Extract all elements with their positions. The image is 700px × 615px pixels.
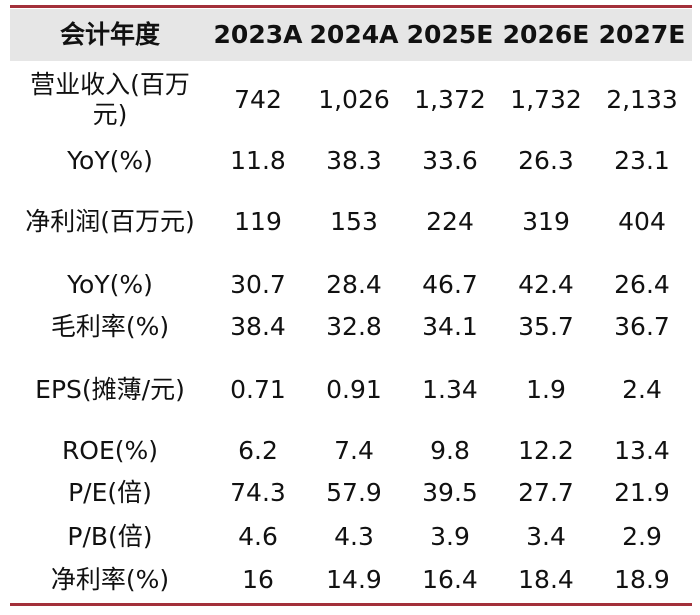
header-cell-2025e: 2025E <box>406 20 494 49</box>
row-value: 39.5 <box>422 478 478 507</box>
table-row-net-profit: 净利润(百万元) 119 153 224 319 404 <box>10 201 692 243</box>
row-value: 1,026 <box>318 85 390 114</box>
table-row-net-margin: 净利率(%) 16 14.9 16.4 18.4 18.9 <box>10 560 692 600</box>
row-label: EPS(摊薄/元) <box>35 375 185 404</box>
row-value: 12.2 <box>518 436 574 465</box>
row-value: 4.6 <box>238 522 278 551</box>
row-value: 1.34 <box>422 375 478 404</box>
table-row-roe: ROE(%) 6.2 7.4 9.8 12.2 13.4 <box>10 431 692 471</box>
row-value: 2.9 <box>622 522 662 551</box>
table-row-revenue: 营业收入(百万元) 742 1,026 1,372 1,732 2,133 <box>10 63 692 137</box>
row-value: 1.9 <box>526 375 566 404</box>
row-value: 153 <box>330 207 378 236</box>
row-value: 119 <box>234 207 282 236</box>
row-value: 2,133 <box>606 85 678 114</box>
row-label: 营业收入(百万元) <box>10 70 210 130</box>
row-value: 7.4 <box>334 436 374 465</box>
header-cell-2026e: 2026E <box>502 20 590 49</box>
row-value: 13.4 <box>614 436 670 465</box>
row-value: 42.4 <box>518 270 574 299</box>
row-value: 36.7 <box>614 312 670 341</box>
table-bottom-rule <box>10 603 692 606</box>
table-row-pe: P/E(倍) 74.3 57.9 39.5 27.7 21.9 <box>10 473 692 513</box>
row-value: 57.9 <box>326 478 382 507</box>
table-row-eps: EPS(摊薄/元) 0.71 0.91 1.34 1.9 2.4 <box>10 369 692 411</box>
row-label: P/B(倍) <box>67 522 153 551</box>
row-value: 3.9 <box>430 522 470 551</box>
row-value: 35.7 <box>518 312 574 341</box>
row-value: 404 <box>618 207 666 236</box>
row-value: 1,732 <box>510 85 582 114</box>
row-value: 32.8 <box>326 312 382 341</box>
row-value: 11.8 <box>230 146 286 175</box>
row-value: 33.6 <box>422 146 478 175</box>
row-label: ROE(%) <box>61 436 159 465</box>
row-value: 18.9 <box>614 565 670 594</box>
row-value: 18.4 <box>518 565 574 594</box>
row-value: 74.3 <box>230 478 286 507</box>
row-value: 6.2 <box>238 436 278 465</box>
row-label: 净利润(百万元) <box>25 207 195 236</box>
row-value: 4.3 <box>334 522 374 551</box>
row-value: 28.4 <box>326 270 382 299</box>
header-cell-2024a: 2024A <box>309 20 399 49</box>
row-value: 26.3 <box>518 146 574 175</box>
header-cell-fiscal-year: 会计年度 <box>59 20 160 49</box>
row-value: 0.71 <box>230 375 286 404</box>
row-value: 742 <box>234 85 282 114</box>
row-value: 2.4 <box>622 375 662 404</box>
row-value: 0.91 <box>326 375 382 404</box>
table-row-revenue-yoy: YoY(%) 11.8 38.3 33.6 26.3 23.1 <box>10 141 692 181</box>
row-value: 14.9 <box>326 565 382 594</box>
financial-forecast-table: 会计年度 2023A 2024A 2025E 2026E 2027E 营业收入(… <box>10 5 692 609</box>
row-label: 净利率(%) <box>50 565 170 594</box>
table-row-pb: P/B(倍) 4.6 4.3 3.9 3.4 2.9 <box>10 517 692 557</box>
table-row-gross-margin: 毛利率(%) 38.4 32.8 34.1 35.7 36.7 <box>10 307 692 347</box>
table-row-net-profit-yoy: YoY(%) 30.7 28.4 46.7 42.4 26.4 <box>10 265 692 305</box>
row-label: P/E(倍) <box>68 478 152 507</box>
row-label: YoY(%) <box>67 270 153 299</box>
row-value: 224 <box>426 207 474 236</box>
row-value: 46.7 <box>422 270 478 299</box>
header-cell-2027e: 2027E <box>598 20 686 49</box>
row-label: YoY(%) <box>67 146 153 175</box>
row-value: 38.3 <box>326 146 382 175</box>
table-header-row: 会计年度 2023A 2024A 2025E 2026E 2027E <box>10 9 692 61</box>
row-value: 38.4 <box>230 312 286 341</box>
row-value: 319 <box>522 207 570 236</box>
row-value: 9.8 <box>430 436 470 465</box>
row-value: 1,372 <box>414 85 486 114</box>
row-value: 30.7 <box>230 270 286 299</box>
row-value: 16.4 <box>422 565 478 594</box>
row-value: 23.1 <box>614 146 670 175</box>
row-value: 21.9 <box>614 478 670 507</box>
row-value: 27.7 <box>518 478 574 507</box>
row-value: 34.1 <box>422 312 478 341</box>
header-cell-2023a: 2023A <box>213 20 303 49</box>
row-value: 26.4 <box>614 270 670 299</box>
row-label-text: 营业收入(百万元) <box>30 70 190 129</box>
row-value: 3.4 <box>526 522 566 551</box>
table-top-rule <box>10 5 692 8</box>
row-label: 毛利率(%) <box>50 312 170 341</box>
row-value: 16 <box>242 565 274 594</box>
